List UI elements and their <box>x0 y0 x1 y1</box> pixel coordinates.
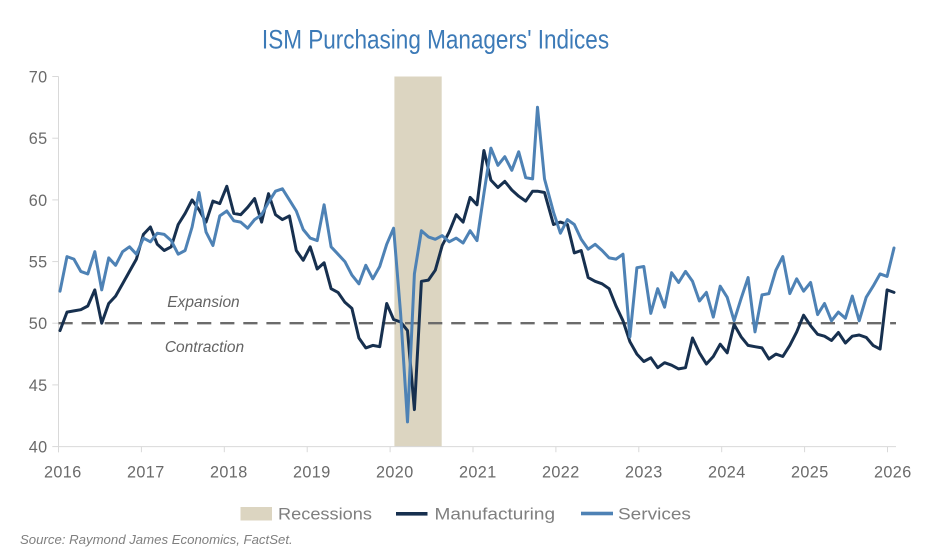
svg-text:Source: Raymond James Economic: Source: Raymond James Economics, FactSet… <box>20 532 293 547</box>
svg-text:50: 50 <box>29 315 48 333</box>
svg-text:2026: 2026 <box>874 464 912 482</box>
svg-text:40: 40 <box>29 439 48 457</box>
svg-text:Contraction: Contraction <box>165 339 244 356</box>
svg-text:55: 55 <box>29 254 48 272</box>
svg-text:2020: 2020 <box>376 464 414 482</box>
svg-text:45: 45 <box>29 377 48 395</box>
svg-text:Manufacturing: Manufacturing <box>435 504 556 523</box>
svg-text:65: 65 <box>29 130 48 148</box>
svg-text:60: 60 <box>29 192 48 210</box>
svg-text:Expansion: Expansion <box>167 294 239 311</box>
svg-text:2021: 2021 <box>459 464 497 482</box>
svg-text:2016: 2016 <box>44 464 82 482</box>
svg-text:2019: 2019 <box>293 464 331 482</box>
svg-text:70: 70 <box>29 68 48 86</box>
svg-text:2018: 2018 <box>210 464 248 482</box>
svg-text:2022: 2022 <box>542 464 580 482</box>
svg-text:2017: 2017 <box>127 464 165 482</box>
svg-text:ISM Purchasing Managers' Indic: ISM Purchasing Managers' Indices <box>262 26 609 55</box>
svg-text:2024: 2024 <box>708 464 746 482</box>
svg-text:Services: Services <box>618 504 691 523</box>
svg-text:2023: 2023 <box>625 464 663 482</box>
svg-text:2025: 2025 <box>791 464 829 482</box>
svg-text:Recessions: Recessions <box>278 504 372 523</box>
